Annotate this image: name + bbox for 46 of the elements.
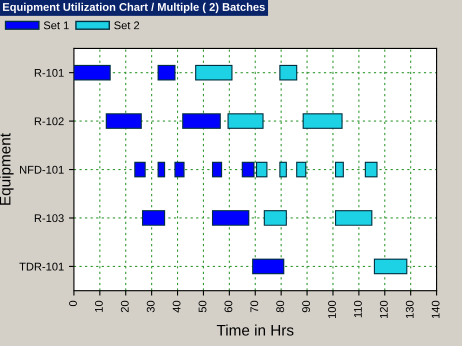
x-tick-label: 110 [354, 300, 362, 318]
bar [142, 210, 166, 226]
bar [335, 162, 344, 178]
x-tick-label: 20 [120, 300, 129, 312]
bar [264, 210, 287, 226]
x-tick-label: 70 [250, 300, 258, 312]
x-tick-label: 140 [432, 300, 440, 318]
bar [335, 210, 372, 226]
x-tick-label: 40 [172, 300, 181, 312]
bar [279, 64, 298, 80]
x-tick-label: 50 [198, 300, 206, 312]
x-tick-label: 10 [94, 300, 103, 312]
bar [374, 258, 408, 274]
x-tick-label: 0 [69, 300, 77, 306]
bar [296, 162, 306, 178]
bar [182, 113, 221, 129]
x-tick-label: 120 [380, 300, 388, 318]
bar [174, 162, 185, 178]
x-tick-label: 90 [302, 300, 310, 312]
bar [279, 162, 287, 178]
x-tick-label: 30 [146, 300, 155, 312]
y-tick-label: R-102 [34, 117, 64, 126]
x-tick-label: 130 [406, 300, 414, 318]
legend-label: Set 2 [114, 21, 140, 30]
bar [106, 113, 142, 129]
y-tick-label: NFD-101 [20, 166, 64, 174]
chart-title: Equipment Utilization Chart / Multiple ( 2) Batches [3, 2, 265, 14]
bar [212, 162, 222, 178]
x-tick-label: 100 [328, 300, 336, 318]
y-tick-label: R-103 [34, 214, 64, 222]
bar [195, 64, 232, 80]
bar [302, 113, 343, 129]
x-tick-label: 60 [224, 300, 232, 312]
bar [134, 162, 146, 178]
bar [74, 64, 111, 80]
bar [158, 162, 166, 178]
bar [252, 258, 284, 274]
bar [212, 210, 250, 226]
x-axis-title: Time in Hrs [216, 324, 294, 336]
bar [364, 162, 378, 178]
bar [158, 64, 176, 80]
legend-label: Set 1 [44, 21, 69, 30]
y-tick-label: TDR-101 [19, 262, 64, 271]
x-tick-label: 80 [276, 300, 284, 312]
y-tick-label: R-101 [34, 68, 64, 77]
bar [228, 113, 264, 129]
